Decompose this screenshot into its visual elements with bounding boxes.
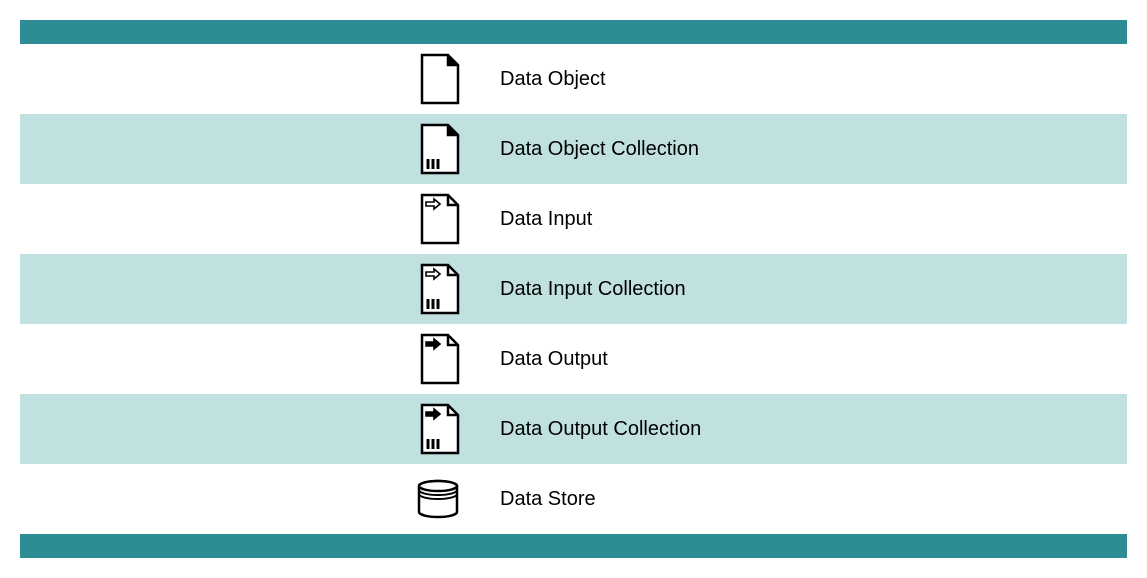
row-label: Data Output [500, 348, 1127, 371]
data-input-icon [420, 193, 460, 245]
row-label: Data Input [500, 208, 1127, 231]
row-label: Data Output Collection [500, 418, 1127, 441]
data-store-icon [416, 479, 460, 519]
row-label: Data Input Collection [500, 278, 1127, 301]
icon-cell [20, 333, 500, 385]
row-label: Data Object Collection [500, 138, 1127, 161]
table-row: Data Store [20, 464, 1127, 534]
table-row: Data Object [20, 44, 1127, 114]
table-row: Data Input Collection [20, 254, 1127, 324]
icon-cell [20, 193, 500, 245]
icon-cell [20, 123, 500, 175]
data-output-icon [420, 333, 460, 385]
top-bar [20, 20, 1127, 44]
table-row: Data Output [20, 324, 1127, 394]
data-input-collection-icon [420, 263, 460, 315]
icon-cell [20, 263, 500, 315]
data-object-icon [420, 53, 460, 105]
row-label: Data Object [500, 68, 1127, 91]
row-label: Data Store [500, 488, 1127, 511]
icon-cell [20, 53, 500, 105]
data-object-collection-icon [420, 123, 460, 175]
data-output-collection-icon [420, 403, 460, 455]
table-row: Data Object Collection [20, 114, 1127, 184]
table-row: Data Output Collection [20, 394, 1127, 464]
table-row: Data Input [20, 184, 1127, 254]
icon-cell [20, 479, 500, 519]
icon-cell [20, 403, 500, 455]
bottom-bar [20, 534, 1127, 558]
bpmn-data-notation-table: Data Object Data Object Collection Data … [20, 20, 1127, 558]
